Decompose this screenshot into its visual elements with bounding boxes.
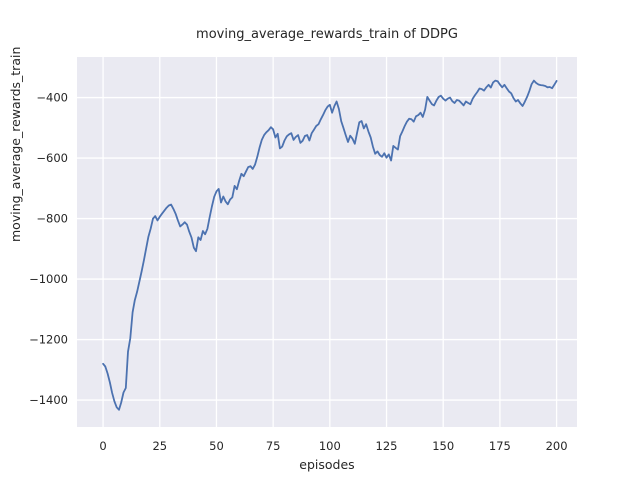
x-tick-label: 0 bbox=[99, 439, 106, 453]
series-line bbox=[102, 79, 558, 411]
y-tick-label: −400 bbox=[36, 91, 68, 105]
y-tick-label: −1400 bbox=[29, 393, 68, 407]
chart-title: moving_average_rewards_train of DDPG bbox=[196, 27, 458, 42]
y-tick-label: −1000 bbox=[29, 272, 68, 286]
x-axis-label: episodes bbox=[299, 457, 355, 472]
x-tick-label: 75 bbox=[266, 439, 281, 453]
x-tick-label: 175 bbox=[489, 439, 511, 453]
y-tick-label: −800 bbox=[36, 212, 68, 226]
y-tick-label: −1200 bbox=[29, 333, 68, 347]
x-tick-label: 150 bbox=[432, 439, 454, 453]
axes-background bbox=[77, 57, 577, 427]
x-tick-label: 100 bbox=[319, 439, 341, 453]
x-tick-label: 125 bbox=[376, 439, 398, 453]
x-tick-label: 25 bbox=[152, 439, 167, 453]
x-tick-label: 200 bbox=[546, 439, 568, 453]
x-tick-label: 50 bbox=[209, 439, 224, 453]
y-tick-label: −600 bbox=[36, 151, 68, 165]
